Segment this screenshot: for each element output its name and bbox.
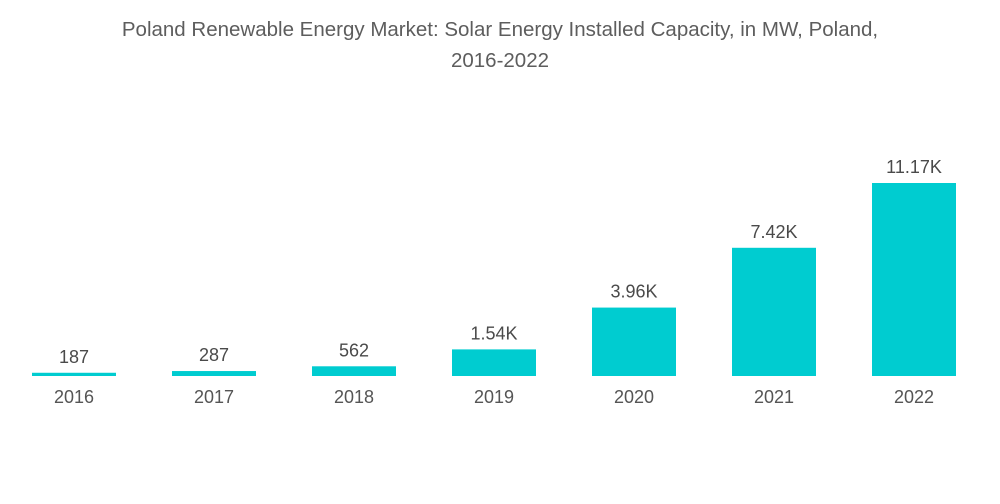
data-label-2022: 11.17K xyxy=(886,157,942,177)
x-tick-label-2020: 2020 xyxy=(614,387,654,407)
x-tick-label-2018: 2018 xyxy=(334,387,374,407)
data-label-2021: 7.42K xyxy=(750,222,797,242)
x-tick-label-2017: 2017 xyxy=(194,387,234,407)
x-tick-label-2022: 2022 xyxy=(894,387,934,407)
data-label-2018: 562 xyxy=(339,340,369,360)
bar-2016 xyxy=(32,372,116,376)
bar-2021 xyxy=(732,247,816,376)
data-label-2019: 1.54K xyxy=(470,323,517,343)
bar-2017 xyxy=(172,371,256,376)
bar-2022 xyxy=(872,183,956,376)
x-tick-label-2016: 2016 xyxy=(54,387,94,407)
x-tick-label-2019: 2019 xyxy=(474,387,514,407)
bar-2019 xyxy=(452,349,536,376)
bar-2018 xyxy=(312,366,396,376)
data-label-2016: 187 xyxy=(59,347,89,367)
chart-title: Poland Renewable Energy Market: Solar En… xyxy=(0,14,1000,76)
bar-2020 xyxy=(592,307,676,376)
data-label-2017: 287 xyxy=(199,345,229,365)
data-label-2020: 3.96K xyxy=(610,282,657,302)
chart-title-line-2: 2016-2022 xyxy=(450,49,550,72)
chart-title-line-1: Poland Renewable Energy Market: Solar En… xyxy=(121,18,879,41)
x-tick-label-2021: 2021 xyxy=(754,387,794,407)
